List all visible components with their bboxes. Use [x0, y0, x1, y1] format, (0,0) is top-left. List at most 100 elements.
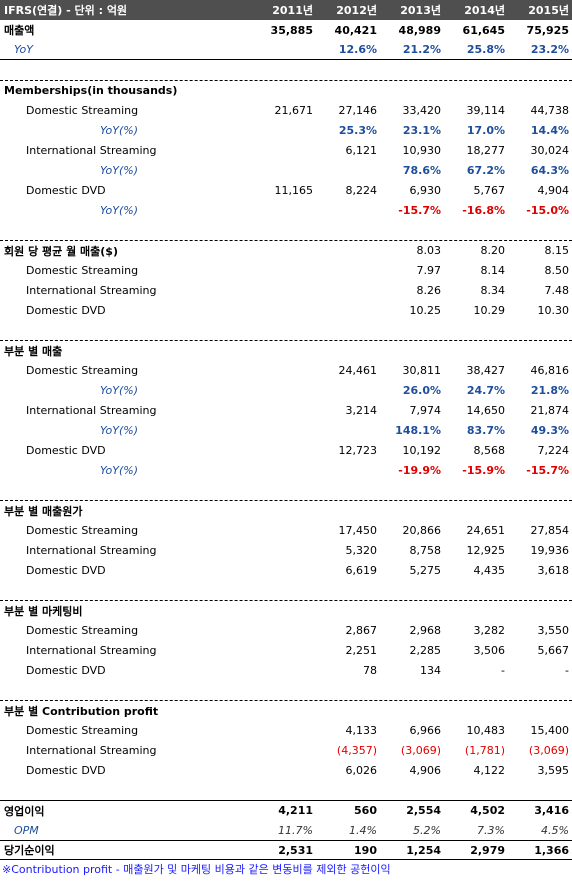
spacer — [0, 60, 572, 80]
value-cell: 83.7% — [466, 423, 505, 437]
value-cell: 78.6% — [402, 163, 441, 177]
value-cell: 8.34 — [480, 283, 506, 297]
row-label: YoY(%) — [100, 163, 138, 177]
value-cell: 7.48 — [544, 283, 570, 297]
value-cell: 7,224 — [537, 443, 570, 457]
row-label: YoY — [14, 43, 33, 56]
table-row: Domestic Streaming 7.97 8.14 8.50 — [0, 260, 572, 280]
value-cell: - — [565, 663, 569, 677]
value-cell: 5,767 — [473, 183, 506, 197]
operating-income-row: 영업이익 4,211 560 2,554 4,502 3,416 — [0, 800, 572, 820]
row-label: International Streaming — [26, 143, 157, 157]
value-cell: 20,866 — [402, 523, 442, 537]
section-title: 부분 별 매출 — [4, 344, 63, 358]
value-cell: 64.3% — [530, 163, 569, 177]
value-cell: 17,450 — [338, 523, 378, 537]
table-header: IFRS(연결) - 단위 : 억원 2011년 2012년 2013년 2014년 20… — [0, 0, 572, 20]
year-header: 2015년 — [528, 4, 569, 17]
value-cell: 5,275 — [409, 563, 442, 577]
value-cell: 30,024 — [530, 143, 570, 157]
yoy-row: YoY(%) 78.6% 67.2% 64.3% — [0, 160, 572, 180]
row-label: International Streaming — [26, 403, 157, 417]
value-cell: 35,885 — [270, 23, 313, 37]
section-title: 회원 당 평균 월 매출($) — [4, 244, 118, 258]
value-cell: 12,925 — [466, 543, 506, 557]
yoy-row: YoY(%) -15.7% -16.8% -15.0% — [0, 200, 572, 220]
value-cell: 8,224 — [345, 183, 378, 197]
value-cell: 2,554 — [406, 804, 441, 817]
value-cell: 10.29 — [473, 303, 506, 317]
value-cell: 14,650 — [466, 403, 506, 417]
value-cell: 26.0% — [402, 383, 441, 397]
value-cell: 2,968 — [409, 623, 442, 637]
value-cell: 1,366 — [534, 843, 569, 857]
spacer — [0, 320, 572, 340]
value-cell: 30,811 — [402, 363, 442, 377]
value-cell: 21.8% — [530, 383, 569, 397]
table-row: International Streaming 5,320 8,758 12,925 1… — [0, 540, 572, 560]
segment_cost-title: 부분 별 매출원가 — [0, 500, 572, 520]
value-cell: - — [501, 663, 505, 677]
opm-row: OPM 11.7% 1.4% 5.2% 7.3% 4.5% — [0, 820, 572, 840]
row-label: Domestic Streaming — [26, 263, 139, 277]
yoy-row: YoY(%) 26.0% 24.7% 21.8% — [0, 380, 572, 400]
value-cell: 12.6% — [338, 43, 377, 56]
value-cell: 49.3% — [530, 423, 569, 437]
value-cell: -16.8% — [462, 203, 505, 217]
value-cell: 75,925 — [526, 23, 569, 37]
value-cell: 38,427 — [466, 363, 506, 377]
value-cell: 6,930 — [409, 183, 442, 197]
value-cell: 4,133 — [345, 723, 378, 737]
value-cell: 8,758 — [409, 543, 442, 557]
value-cell: 61,645 — [462, 23, 505, 37]
segment_contribution-title: 부분 별 Contribution profit — [0, 700, 572, 720]
value-cell: -19.9% — [398, 463, 441, 477]
value-cell: 25.3% — [338, 123, 377, 137]
value-cell: 21.2% — [402, 43, 441, 56]
row-label: Domestic DVD — [26, 663, 106, 677]
value-cell: 5,320 — [345, 543, 378, 557]
value-cell: 48,989 — [398, 23, 441, 37]
table-row: Domestic Streaming 21,671 27,146 33,420 39,1… — [0, 100, 572, 120]
section-title: Memberships(in thousands) — [4, 84, 178, 97]
value-cell: 6,026 — [345, 763, 378, 777]
row-label: Domestic Streaming — [26, 363, 139, 377]
value-cell: 2,979 — [470, 843, 505, 857]
memberships-title: Memberships(in thousands) — [0, 80, 572, 100]
row-label: Domestic DVD — [26, 443, 106, 457]
value-cell: 2,285 — [409, 643, 442, 657]
value-cell: 23.1% — [402, 123, 441, 137]
year-header: 2011년 — [272, 4, 313, 17]
row-label: Domestic DVD — [26, 183, 106, 197]
net-income-row: 당기순이익 2,531 190 1,254 2,979 1,366 — [0, 840, 572, 860]
row-label: International Streaming — [26, 283, 157, 297]
table-row: Domestic DVD 11,165 8,224 6,930 5,767 4,904 — [0, 180, 572, 200]
value-cell: 7.97 — [416, 263, 442, 277]
value-cell: 46,816 — [530, 363, 570, 377]
row-label: Domestic Streaming — [26, 103, 139, 117]
revenue-row: 매출액 35,885 40,421 48,989 61,645 75,925 — [0, 20, 572, 40]
value-cell: 4,211 — [278, 804, 313, 817]
spacer — [0, 780, 572, 800]
table-row: Domestic DVD 6,619 5,275 4,435 3,618 — [0, 560, 572, 580]
table-row: Domestic Streaming 17,450 20,866 24,651 27,8… — [0, 520, 572, 540]
table-row: Domestic Streaming 24,461 30,811 38,427 46,8… — [0, 360, 572, 380]
table-row: International Streaming 3,214 7,974 14,650 2… — [0, 400, 572, 420]
value-cell: 3,550 — [537, 623, 570, 637]
value-cell: 27,854 — [530, 523, 570, 537]
value-cell: 24,651 — [466, 523, 506, 537]
value-cell: 12,723 — [338, 443, 378, 457]
year-header: 2012년 — [336, 4, 377, 17]
value-cell: -15.7% — [398, 203, 441, 217]
value-cell: 3,282 — [473, 623, 506, 637]
value-cell: 560 — [354, 804, 377, 817]
value-cell: 4,122 — [473, 763, 506, 777]
yoy-row: YoY(%) 148.1% 83.7% 49.3% — [0, 420, 572, 440]
row-label: YoY(%) — [100, 383, 138, 397]
value-cell: 3,506 — [473, 643, 506, 657]
value-cell: -15.9% — [462, 463, 505, 477]
value-cell: 21,671 — [274, 103, 314, 117]
value-cell: 8.26 — [416, 283, 442, 297]
spacer — [0, 580, 572, 600]
segment_marketing-title: 부분 별 마케팅비 — [0, 600, 572, 620]
